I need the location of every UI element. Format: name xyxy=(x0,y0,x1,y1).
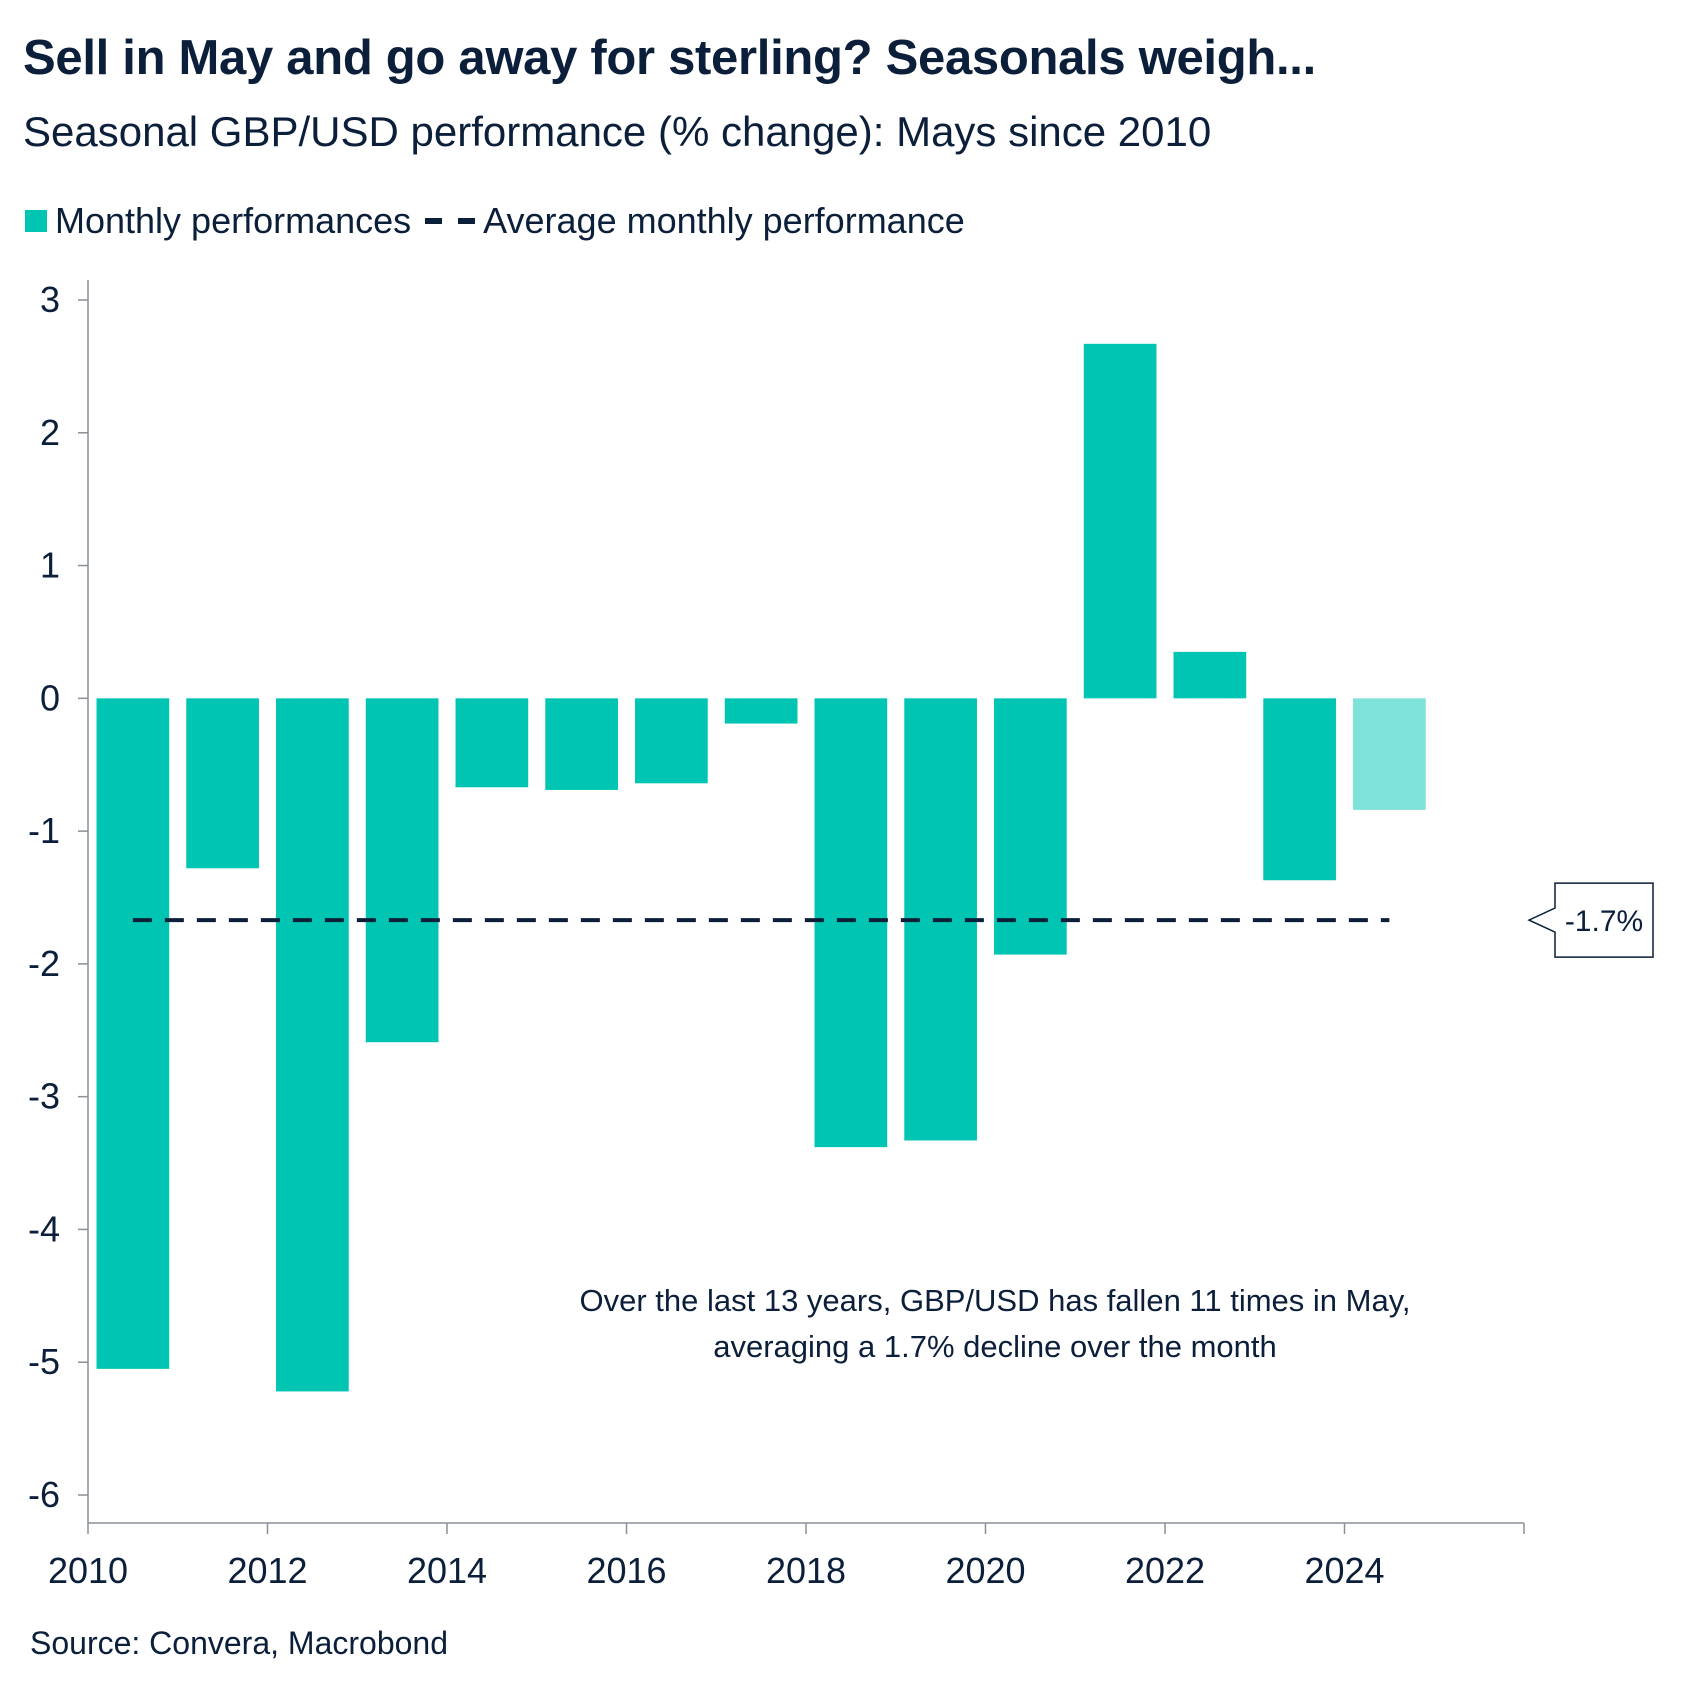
bar-2015 xyxy=(545,698,618,790)
bar-2020 xyxy=(994,698,1067,955)
legend-swatch-bars xyxy=(25,210,47,232)
annotation-line-2: averaging a 1.7% decline over the month xyxy=(713,1329,1277,1364)
bar-2023 xyxy=(1263,698,1336,881)
bar-2016 xyxy=(635,698,708,784)
source-note: Source: Convera, Macrobond xyxy=(30,1625,448,1661)
x-axis: 2010 2012 2014 2016 2018 2020 2022 2024 xyxy=(48,1522,1525,1591)
bar-2024 xyxy=(1353,698,1426,810)
chart-subtitle: Seasonal GBP/USD performance (% change):… xyxy=(23,108,1212,155)
legend-label-average: Average monthly performance xyxy=(483,200,965,241)
y-tick-label: 3 xyxy=(40,279,60,320)
chart-title: Sell in May and go away for sterling? Se… xyxy=(23,31,1316,85)
y-tick-label: 0 xyxy=(40,677,60,718)
x-tick-label: 2018 xyxy=(766,1550,846,1591)
y-tick-label: 2 xyxy=(40,412,60,453)
average-callout: -1.7% xyxy=(1527,882,1654,958)
x-tick-label: 2024 xyxy=(1304,1550,1384,1591)
x-tick-label: 2010 xyxy=(48,1550,128,1591)
y-axis: 3 2 1 0 -1 -2 -3 -4 -5 -6 xyxy=(28,279,89,1523)
annotation: Over the last 13 years, GBP/USD has fall… xyxy=(579,1283,1410,1364)
average-callout-box xyxy=(1527,882,1654,958)
y-tick-label: -3 xyxy=(28,1076,60,1117)
y-tick-label: -4 xyxy=(28,1208,60,1249)
legend-swatch-average-line xyxy=(425,218,476,224)
legend-label-bars: Monthly performances xyxy=(55,200,412,241)
bar-2021 xyxy=(1083,343,1157,699)
y-tick-label: -1 xyxy=(28,810,60,851)
bar-2018 xyxy=(814,698,888,1148)
bar-2022 xyxy=(1173,651,1247,699)
bar-2010 xyxy=(96,698,170,1369)
bar-2014 xyxy=(455,698,529,788)
y-tick-label: -5 xyxy=(28,1341,60,1382)
legend: Monthly performances Average monthly per… xyxy=(25,196,965,246)
x-tick-label: 2020 xyxy=(945,1550,1025,1591)
bars xyxy=(96,343,1426,1392)
annotation-line-1: Over the last 13 years, GBP/USD has fall… xyxy=(579,1283,1410,1318)
x-tick-label: 2014 xyxy=(407,1550,487,1591)
x-tick-label: 2012 xyxy=(227,1550,307,1591)
bar-2013 xyxy=(365,698,439,1043)
legend-item-bars: Monthly performances xyxy=(25,200,411,242)
bar-2012 xyxy=(276,698,349,1392)
x-tick-label: 2022 xyxy=(1125,1550,1205,1591)
bar-2017 xyxy=(724,698,798,724)
legend-item-average: Average monthly performance xyxy=(411,200,965,242)
x-tick-label: 2016 xyxy=(586,1550,666,1591)
y-tick-label: 1 xyxy=(40,545,60,586)
y-tick-label: -2 xyxy=(28,943,60,984)
average-callout-label: -1.7% xyxy=(1565,905,1643,938)
bar-2011 xyxy=(186,698,259,869)
y-tick-label: -6 xyxy=(28,1474,60,1515)
